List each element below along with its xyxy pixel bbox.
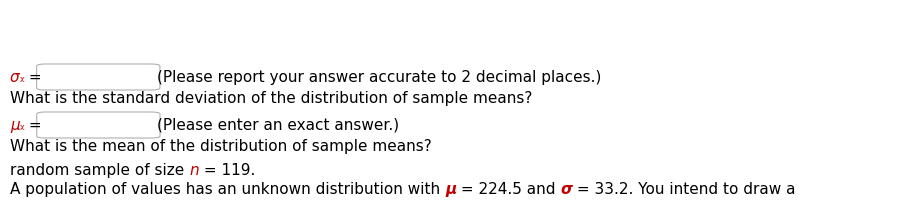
Text: ᵡ: ᵡ [19, 75, 24, 88]
Text: =: = [24, 70, 42, 85]
Text: =: = [25, 117, 42, 132]
Text: μ: μ [445, 181, 456, 196]
Text: = 224.5 and: = 224.5 and [456, 181, 561, 196]
Text: = 119.: = 119. [199, 162, 255, 177]
Text: σ: σ [10, 70, 19, 85]
Text: (Please enter an exact answer.): (Please enter an exact answer.) [157, 117, 399, 132]
Text: What is the standard deviation of the distribution of sample means?: What is the standard deviation of the di… [10, 91, 532, 105]
FancyBboxPatch shape [37, 65, 160, 91]
Text: random sample of size: random sample of size [10, 162, 189, 177]
Text: σ: σ [561, 181, 572, 196]
Text: ᵡ: ᵡ [20, 122, 25, 135]
FancyBboxPatch shape [37, 112, 160, 138]
Text: μ: μ [10, 117, 20, 132]
Text: (Please report your answer accurate to 2 decimal places.): (Please report your answer accurate to 2… [157, 70, 601, 85]
Text: What is the mean of the distribution of sample means?: What is the mean of the distribution of … [10, 138, 432, 153]
Text: = 33.2. You intend to draw a: = 33.2. You intend to draw a [572, 181, 796, 196]
Text: n: n [189, 162, 199, 177]
Text: A population of values has an unknown distribution with: A population of values has an unknown di… [10, 181, 445, 196]
